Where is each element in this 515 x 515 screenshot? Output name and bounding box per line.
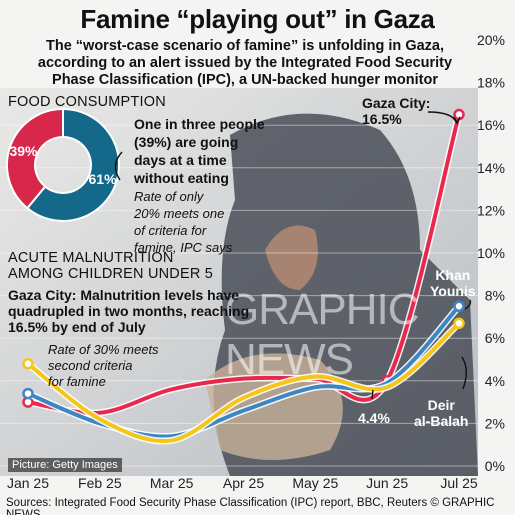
malnutrition-criteria-line: second criteria: [48, 358, 133, 373]
y-tick-label: 8%: [485, 288, 505, 304]
deir-al-balah-point: [453, 317, 465, 330]
annotation-arrows: [114, 111, 472, 400]
gridlines: [0, 39, 478, 467]
watermark: GRAPHIC NEWS: [225, 285, 419, 384]
series-lines: [22, 108, 465, 445]
x-tick-label: Jul 25: [440, 475, 478, 491]
khan-younis-arrow: [464, 299, 472, 310]
y-tick-label: 18%: [477, 75, 505, 91]
food-text-arrow: [114, 151, 123, 181]
malnutrition-text: Gaza City: Malnutrition levels have quad…: [8, 287, 249, 335]
y-tick-label: 20%: [477, 32, 505, 48]
y-tick-label: 6%: [485, 330, 505, 346]
y-tick-label: 12%: [477, 202, 505, 218]
y-tick-label: 14%: [477, 160, 505, 176]
food-criteria-line: 20% meets one: [134, 206, 225, 221]
food-criteria-line: of criteria for: [134, 223, 207, 238]
food-consumption-heading: FOOD CONSUMPTION: [8, 94, 166, 110]
malnutrition-criteria-text: Rate of 30% meets second criteria for fa…: [48, 342, 159, 390]
malnutrition-text-line: Gaza City: Malnutrition levels have: [8, 287, 240, 303]
food-text-line: (39%) are going: [134, 134, 239, 150]
gaza-city-annotation: Gaza City: 16.5%: [362, 95, 430, 127]
khan-younis-point: [453, 300, 465, 312]
page-subtitle: The “worst-case scenario of famine” is u…: [37, 38, 453, 88]
sources-line: Sources: Integrated Food Security Phase …: [6, 497, 495, 515]
malnutrition-criteria-line: Rate of 30% meets: [48, 342, 159, 357]
x-tick-label: Jan 25: [7, 475, 49, 491]
donut-slice-label: 61%: [89, 171, 118, 187]
khan-younis-label: Khan: [435, 267, 471, 283]
food-criteria-line: Rate of only: [134, 189, 204, 204]
deir-al-balah-annotation: Deir al-Balah: [414, 397, 468, 429]
y-tick-label: 16%: [477, 117, 505, 133]
gaza-city-arrow-head: [453, 116, 461, 125]
malnutrition-heading: ACUTE MALNUTRITION AMONG CHILDREN UNDER …: [8, 250, 213, 282]
malnutrition-text-line: 16.5% by end of July: [8, 319, 146, 335]
x-tick-label: Jun 25: [366, 475, 408, 491]
khan-younis-label: Younis: [430, 283, 476, 299]
khan-younis-point: [22, 387, 34, 400]
june-value-arrow: [371, 389, 374, 400]
y-tick-label: 4%: [485, 373, 505, 389]
x-axis: Jan 25 Feb 25 Mar 25 Apr 25 May 25 Jun 25 Jul …: [7, 475, 478, 491]
deir-al-balah-line: [26, 321, 461, 444]
x-tick-label: Apr 25: [223, 475, 264, 491]
deir-al-balah-arrow: [461, 356, 467, 390]
y-tick-label: 0%: [485, 458, 505, 474]
deir-al-balah-point: [22, 358, 34, 370]
malnutrition-heading-line: ACUTE MALNUTRITION: [8, 250, 174, 266]
food-text-line: days at a time: [134, 152, 227, 168]
x-tick-label: May 25: [292, 475, 338, 491]
malnutrition-criteria-line: for famine: [48, 374, 106, 389]
malnutrition-text-line: quadrupled in two months, reaching: [8, 303, 250, 319]
food-criteria-line: famine, IPC says: [134, 240, 233, 255]
gaza-city-label: Gaza City:: [362, 95, 431, 111]
photo-credit: Picture: Getty Images: [8, 458, 122, 472]
food-criteria-text: Rate of only 20% meets one of criteria f…: [134, 188, 232, 256]
donut-slice: [6, 107, 64, 210]
khan-younis-annotation: Khan Younis: [430, 267, 476, 299]
y-axis: 0% 2% 4% 6% 8% 10% 12% 14% 16% 18% 20%: [477, 32, 505, 474]
page-title: Famine “playing out” in Gaza: [80, 4, 435, 34]
june-value-annotation: 4.4%: [358, 410, 390, 426]
y-tick-label: 10%: [477, 245, 505, 261]
deir-al-balah-label: al-Balah: [414, 413, 469, 429]
x-tick-label: Feb 25: [78, 475, 122, 491]
y-tick-label: 2%: [485, 415, 505, 431]
donut-slice: [25, 107, 120, 222]
food-text-line: One in three people: [134, 116, 265, 132]
donut-slice-label: 39%: [9, 143, 38, 159]
deir-al-balah-label: Deir: [427, 397, 455, 413]
malnutrition-heading-line: AMONG CHILDREN UNDER 5: [8, 266, 214, 282]
food-text-line: without eating: [134, 170, 229, 186]
food-consumption-donut: 61% 39%: [6, 107, 120, 222]
khan-younis-line: [26, 304, 461, 439]
food-consumption-text: One in three people (39%) are going days…: [134, 115, 265, 187]
x-tick-label: Mar 25: [150, 475, 194, 491]
gaza-city-line: [26, 112, 461, 416]
gaza-city-value: 16.5%: [362, 111, 402, 127]
